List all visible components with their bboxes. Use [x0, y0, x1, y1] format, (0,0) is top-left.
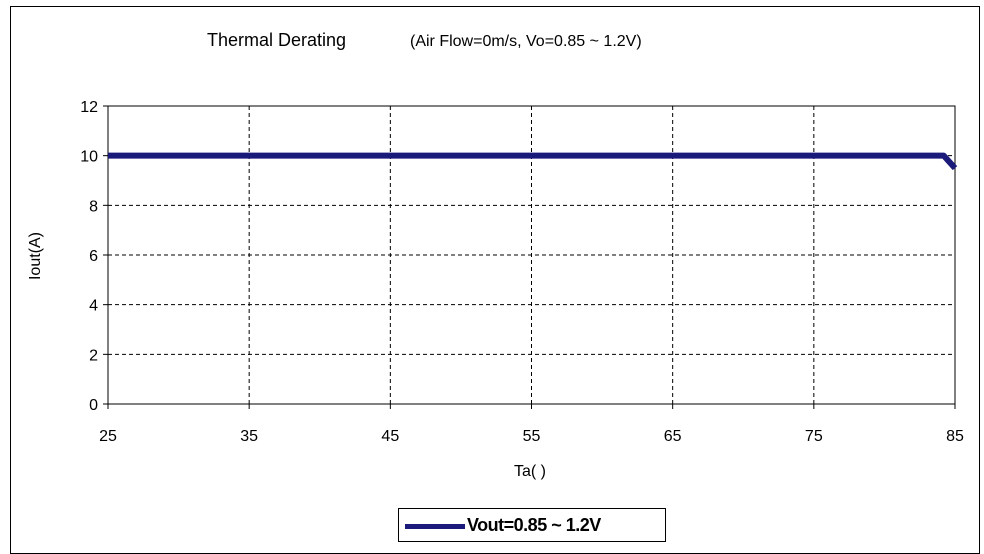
legend-swatch — [405, 524, 465, 529]
y-tick-label-8: 8 — [89, 198, 98, 215]
x-tick-label-35: 35 — [240, 428, 258, 445]
x-axis-label: Ta( ) — [514, 463, 546, 480]
legend: Vout=0.85 ~ 1.2V — [398, 508, 666, 542]
y-tick-label-12: 12 — [80, 99, 98, 116]
legend-label: Vout=0.85 ~ 1.2V — [467, 515, 601, 536]
y-axis-label: Iout(A) — [27, 232, 44, 280]
y-tick-label-6: 6 — [89, 248, 98, 265]
x-tick-label-45: 45 — [381, 428, 399, 445]
y-tick-label-2: 2 — [89, 347, 98, 364]
y-tick-label-10: 10 — [80, 149, 98, 166]
x-tick-label-85: 85 — [946, 428, 964, 445]
tick-labels: 0 2 4 6 8 10 12 25 35 45 55 65 75 85 — [80, 99, 964, 445]
x-tick-label-25: 25 — [99, 428, 117, 445]
x-tick-label-75: 75 — [805, 428, 823, 445]
y-tick-label-4: 4 — [89, 298, 98, 315]
series-line-0 — [108, 156, 955, 168]
grid-lines — [108, 106, 955, 404]
y-tick-label-0: 0 — [89, 397, 98, 414]
axes — [103, 106, 955, 409]
x-tick-label-55: 55 — [523, 428, 541, 445]
x-tick-label-65: 65 — [664, 428, 682, 445]
series-lines — [108, 156, 955, 168]
